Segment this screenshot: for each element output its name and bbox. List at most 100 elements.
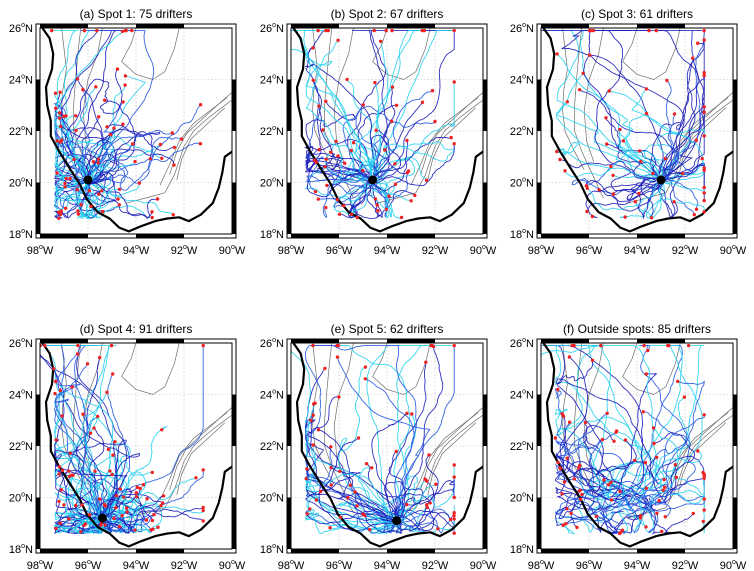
panel-title: (e) Spot 5: 62 drifters — [331, 322, 444, 336]
drifter-track — [644, 504, 659, 533]
y-tick-label: 20oN — [9, 177, 33, 190]
border-segment — [287, 497, 291, 549]
drifter-track — [357, 467, 393, 523]
border-segment — [637, 24, 685, 28]
drifter-endpoint — [130, 142, 135, 146]
y-tick-label: 20oN — [9, 492, 33, 505]
drifter-endpoint — [581, 71, 585, 76]
x-tick-label: 92oW — [422, 559, 449, 571]
drifter-track — [555, 439, 631, 522]
drifter-endpoint — [326, 28, 330, 33]
y-tick-label: 22oN — [9, 440, 33, 453]
drifter-endpoint — [452, 495, 456, 500]
drifter-endpoint — [201, 468, 205, 472]
drifter-track — [663, 39, 705, 176]
isobath-line — [159, 97, 228, 186]
drifter-endpoint — [452, 343, 456, 348]
drifter-track — [398, 346, 444, 520]
drifter-track — [579, 89, 673, 181]
drifter-track — [394, 345, 455, 520]
drifter-endpoint — [413, 193, 417, 198]
drifter-endpoint — [338, 469, 342, 473]
drifter-endpoint — [609, 498, 614, 502]
y-tick-label: 18oN — [510, 228, 534, 241]
drifter-endpoint — [434, 482, 438, 486]
drifter-endpoint — [67, 469, 71, 473]
drifter-track — [92, 148, 175, 183]
drifter-endpoint — [145, 497, 149, 501]
drifter-endpoint — [660, 529, 664, 534]
drifter-endpoint — [405, 138, 409, 143]
isobath-line — [312, 28, 335, 170]
drifter-track — [99, 488, 137, 522]
drifter-track — [44, 345, 114, 514]
drifter-endpoint — [564, 522, 568, 526]
drifter-track — [55, 522, 104, 534]
drifter-track — [333, 82, 381, 214]
drifter-endpoint — [67, 517, 71, 521]
drifter-endpoint — [692, 213, 696, 217]
x-tick-label: 98oW — [27, 244, 54, 257]
drifter-endpoint — [311, 78, 315, 83]
drifter-track — [399, 478, 435, 533]
x-tick-label: 94oW — [374, 559, 401, 571]
drifter-endpoint — [600, 437, 605, 442]
drifter-endpoint — [141, 483, 146, 487]
panel-1: (a) Spot 1: 75 drifters 98oW 96oW 94oW 92oW 9… — [9, 7, 246, 257]
drifter-endpoint — [696, 449, 700, 453]
drifter-endpoint — [336, 38, 340, 42]
drifter-track — [86, 128, 115, 175]
isobath-line — [377, 99, 483, 204]
drifter-track — [373, 141, 455, 175]
isobath-line — [169, 407, 232, 490]
drifter-endpoint — [433, 119, 437, 124]
drifter-track — [555, 141, 655, 179]
plot-area — [40, 343, 232, 548]
drifter-endpoint — [311, 343, 315, 348]
isobath-line — [333, 343, 354, 478]
x-tick-label: 96oW — [75, 559, 102, 571]
drifter-track — [60, 125, 120, 184]
border-segment — [287, 79, 291, 131]
isobath-line — [410, 412, 479, 501]
drifter-endpoint — [604, 116, 608, 120]
drifter-endpoint — [121, 122, 125, 126]
drifter-track — [375, 178, 402, 219]
drifter-endpoint — [111, 453, 115, 457]
drifter-endpoint — [118, 487, 123, 491]
drifter-track — [51, 30, 85, 176]
drifter-track — [401, 505, 455, 533]
drifter-track — [376, 143, 455, 187]
drifter-track — [87, 182, 153, 220]
drifter-track — [625, 113, 660, 176]
drifter-endpoint — [585, 186, 589, 190]
drifter-endpoint — [57, 472, 61, 476]
coastline — [292, 28, 483, 233]
drifter-endpoint — [55, 139, 59, 143]
drifter-endpoint — [384, 207, 389, 211]
drifter-endpoint — [123, 83, 127, 87]
border-segment — [232, 79, 236, 131]
drifter-track — [86, 180, 158, 219]
drifter-endpoint — [691, 511, 695, 516]
drifter-track — [98, 490, 159, 531]
drifter-endpoint — [159, 503, 163, 508]
drifter-endpoint — [452, 142, 456, 146]
drifter-endpoint — [74, 128, 78, 133]
drifter-endpoint — [654, 28, 658, 33]
drifter-endpoint — [74, 503, 78, 508]
y-tick-label: 20oN — [260, 492, 284, 505]
isobath-line — [427, 422, 477, 495]
drifter-endpoint — [329, 445, 333, 449]
drifter-endpoint — [121, 100, 125, 104]
isobath-line — [427, 107, 477, 180]
drifter-track — [291, 48, 376, 180]
y-tick-label: 26oN — [9, 337, 33, 350]
drifter-endpoint — [642, 343, 646, 348]
drifter-endpoint — [150, 470, 154, 475]
drifter-endpoint — [123, 74, 128, 78]
drifter-endpoint — [60, 468, 65, 473]
drifter-endpoint — [652, 441, 656, 446]
drifter-track — [371, 134, 408, 178]
drifter-track — [305, 396, 398, 532]
